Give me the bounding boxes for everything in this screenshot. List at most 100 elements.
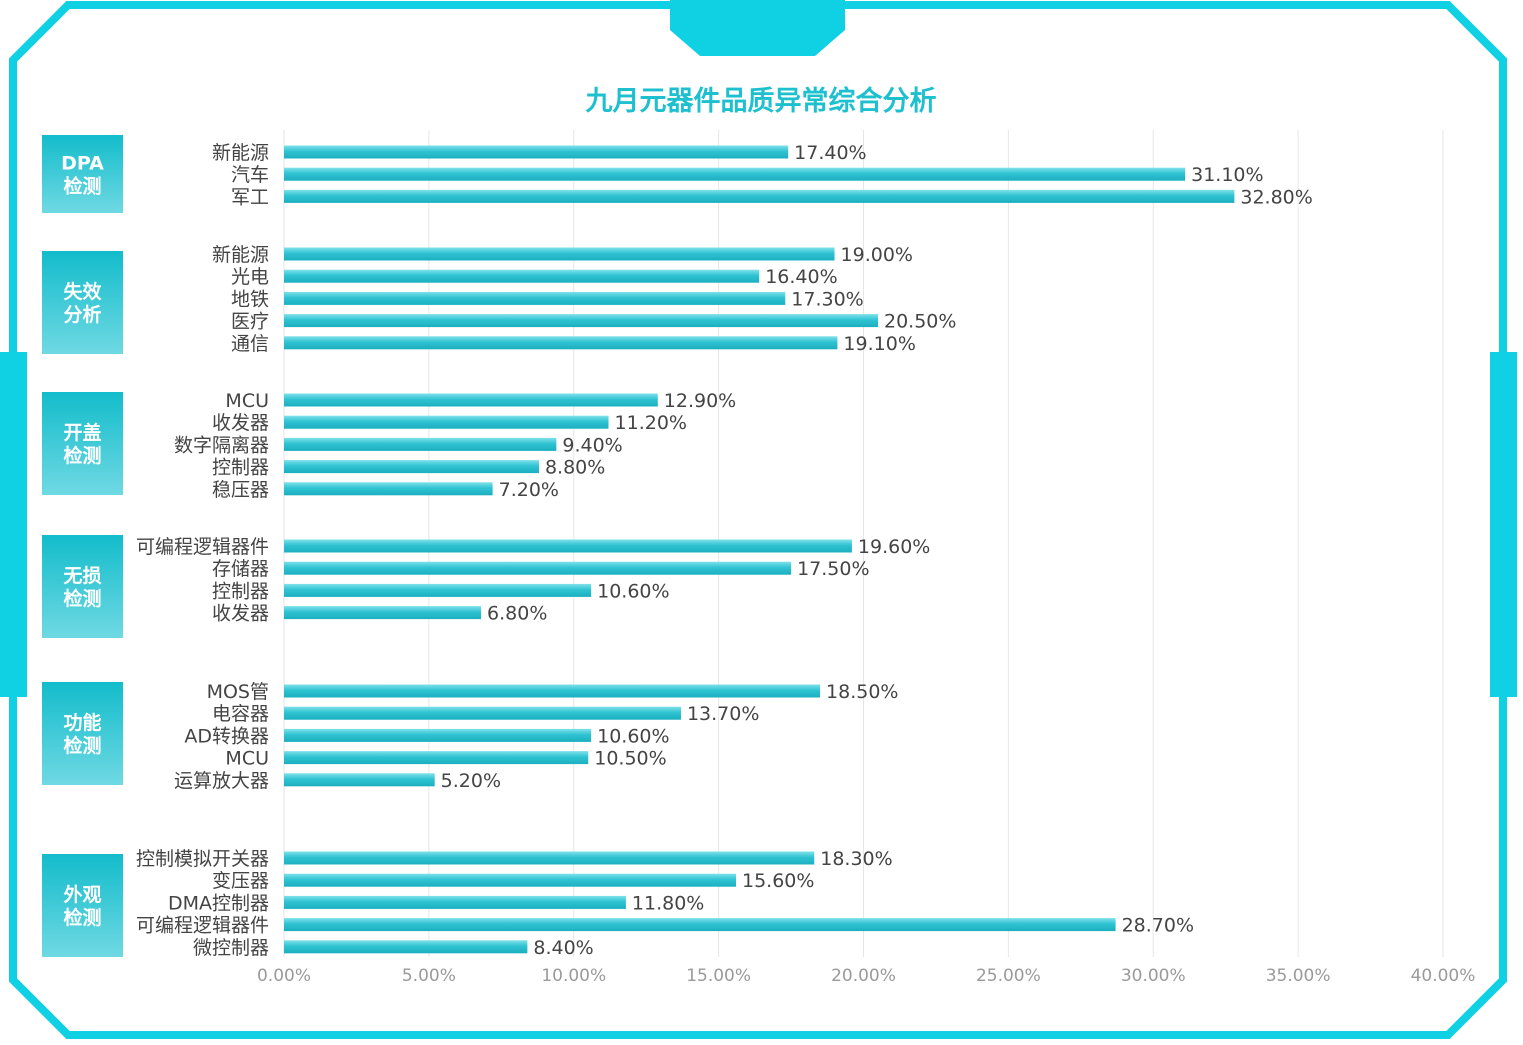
x-tick-label: 35.00% bbox=[1266, 966, 1331, 986]
group-box bbox=[42, 854, 123, 957]
bar bbox=[284, 728, 592, 742]
value-label: 10.60% bbox=[597, 725, 669, 747]
frame-left-bar bbox=[0, 352, 27, 697]
x-tick-label: 15.00% bbox=[686, 966, 751, 986]
value-label: 11.20% bbox=[615, 412, 687, 434]
category-label: 存储器 bbox=[212, 558, 269, 580]
group-label: 外观检测 bbox=[63, 883, 101, 929]
category-label: 收发器 bbox=[212, 412, 269, 434]
group-box bbox=[42, 535, 123, 638]
bar bbox=[284, 336, 838, 350]
bar bbox=[284, 291, 786, 305]
group-box bbox=[42, 135, 123, 213]
bar bbox=[284, 437, 557, 451]
x-axis: 0.00% 5.00% 10.00% 15.00% 20.00% 25.00% 30.00%… bbox=[257, 966, 1475, 986]
bar-group: 无损检测 可编程逻辑器件 19.60% 存储器 17.50% 控制器 10.60% 收发器 6.… bbox=[42, 535, 930, 638]
category-label: 电容器 bbox=[212, 703, 269, 725]
value-label: 11.80% bbox=[632, 892, 704, 914]
bar bbox=[284, 415, 609, 429]
bar-group: 失效分析 新能源 19.00% 光电 16.40% 地铁 17.30% 医疗 20.50% 通信 1… bbox=[42, 244, 956, 355]
bar bbox=[284, 539, 852, 553]
bar-group: 开盖检测 MCU 12.90% 收发器 11.20% 数字隔离器 9.40% 控制器 8.80%… bbox=[42, 390, 736, 501]
category-label: 汽车 bbox=[231, 164, 269, 186]
bar bbox=[284, 684, 821, 698]
category-label: 控制模拟开关器 bbox=[136, 848, 269, 870]
x-tick-label: 10.00% bbox=[541, 966, 606, 986]
value-label: 5.20% bbox=[441, 770, 501, 792]
bar-group: 外观检测 控制模拟开关器 18.30% 变压器 15.60% DMA控制器 11.80% 可编… bbox=[42, 848, 1194, 959]
bar bbox=[284, 706, 681, 720]
category-label: 光电 bbox=[231, 266, 269, 288]
value-label: 19.10% bbox=[843, 333, 915, 355]
category-label: AD转换器 bbox=[184, 725, 269, 747]
bar bbox=[284, 247, 835, 261]
value-label: 17.50% bbox=[797, 558, 869, 580]
value-label: 9.40% bbox=[562, 434, 622, 456]
category-label: 医疗 bbox=[231, 311, 269, 333]
value-label: 16.40% bbox=[765, 266, 837, 288]
group-label: 功能检测 bbox=[63, 711, 101, 757]
value-label: 32.80% bbox=[1240, 186, 1312, 208]
category-label: 地铁 bbox=[231, 288, 269, 310]
bar bbox=[284, 167, 1186, 181]
category-label: 控制器 bbox=[212, 580, 269, 602]
group-label: DPA 检测 bbox=[61, 153, 104, 198]
category-label: 收发器 bbox=[212, 603, 269, 625]
bar bbox=[284, 460, 539, 474]
value-label: 18.30% bbox=[820, 848, 892, 870]
category-label: 数字隔离器 bbox=[174, 434, 269, 456]
bar bbox=[284, 561, 792, 575]
bar bbox=[284, 873, 737, 887]
value-label: 28.70% bbox=[1122, 915, 1194, 937]
bar-group: DPA 检测 新能源 17.40% 汽车 31.10% 军工 32.80% bbox=[42, 135, 1313, 213]
x-tick-label: 5.00% bbox=[402, 966, 456, 986]
category-label: 变压器 bbox=[212, 870, 269, 892]
value-label: 8.80% bbox=[545, 457, 605, 479]
x-tick-label: 0.00% bbox=[257, 966, 311, 986]
category-label: 运算放大器 bbox=[174, 770, 269, 792]
chart-title: 九月元器件品质异常综合分析 bbox=[586, 85, 937, 117]
value-label: 6.80% bbox=[487, 603, 547, 625]
category-label: 通信 bbox=[231, 333, 269, 355]
bar bbox=[284, 940, 528, 954]
value-label: 13.70% bbox=[687, 703, 759, 725]
group-box bbox=[42, 251, 123, 354]
group-box bbox=[42, 682, 123, 785]
category-label: MCU bbox=[225, 748, 269, 770]
category-label: 稳压器 bbox=[212, 479, 269, 501]
bar bbox=[284, 918, 1116, 932]
bar bbox=[284, 583, 592, 597]
category-label: 可编程逻辑器件 bbox=[136, 915, 269, 937]
category-label: 新能源 bbox=[212, 142, 269, 164]
value-label: 7.20% bbox=[499, 479, 559, 501]
value-label: 19.00% bbox=[841, 244, 913, 266]
category-label: 军工 bbox=[231, 186, 269, 208]
x-tick-label: 25.00% bbox=[976, 966, 1041, 986]
bar bbox=[284, 773, 435, 787]
value-label: 10.60% bbox=[597, 580, 669, 602]
category-label: MOS管 bbox=[207, 681, 269, 703]
value-label: 20.50% bbox=[884, 311, 956, 333]
bar bbox=[284, 145, 789, 159]
category-label: 控制器 bbox=[212, 457, 269, 479]
frame-right-bar bbox=[1490, 352, 1517, 697]
value-label: 17.30% bbox=[791, 288, 863, 310]
group-label: 无损检测 bbox=[63, 565, 101, 610]
group-label: 开盖检测 bbox=[63, 421, 101, 467]
bar bbox=[284, 606, 482, 620]
group-box bbox=[42, 392, 123, 495]
value-label: 10.50% bbox=[594, 748, 666, 770]
bar bbox=[284, 482, 493, 496]
value-label: 8.40% bbox=[533, 937, 593, 959]
x-tick-label: 30.00% bbox=[1121, 966, 1186, 986]
frame-top-tab bbox=[670, 0, 845, 56]
value-label: 15.60% bbox=[742, 870, 814, 892]
x-tick-label: 40.00% bbox=[1411, 966, 1476, 986]
bar bbox=[284, 895, 626, 909]
bar bbox=[284, 269, 760, 283]
bar bbox=[284, 851, 815, 865]
bar bbox=[284, 314, 878, 328]
